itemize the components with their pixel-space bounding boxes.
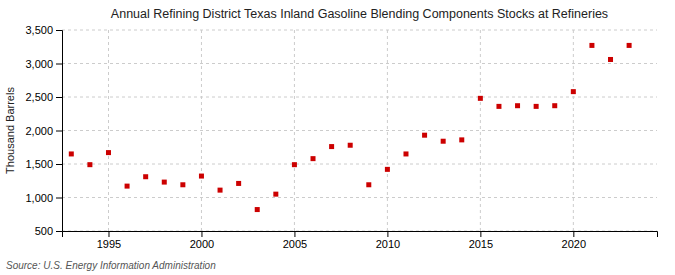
tick: 2020 — [562, 231, 586, 250]
grid-line-x — [294, 30, 295, 231]
grid-line-y — [62, 164, 657, 165]
axis-line — [56, 31, 63, 232]
point — [403, 151, 408, 156]
tick: 2000 — [190, 231, 214, 250]
axis-line — [63, 232, 658, 238]
point — [552, 103, 557, 108]
point — [106, 150, 111, 155]
point — [329, 144, 334, 149]
tick: 3,000 — [25, 58, 62, 70]
points — [69, 43, 632, 212]
y-axis: 500 1,000 1,500 2,000 2,500 3,000 3,500 — [25, 24, 62, 237]
point — [459, 137, 464, 142]
grid-line-x — [480, 30, 481, 231]
tick: 2015 — [469, 231, 493, 250]
title: Annual Refining District Texas Inland Ga… — [111, 7, 608, 21]
tick-label: 1,500 — [25, 158, 53, 170]
tick-mark — [56, 164, 62, 165]
tick: 2005 — [283, 231, 307, 250]
tick-mark — [294, 231, 295, 237]
point — [608, 57, 613, 62]
grid-line-y — [62, 63, 657, 64]
tick-label: 2,000 — [25, 125, 53, 137]
tick-label: 1995 — [97, 238, 121, 250]
point — [366, 182, 371, 187]
tick-mark — [56, 64, 62, 65]
point — [571, 89, 576, 94]
tick-label: 2000 — [190, 238, 214, 250]
tick-mark — [56, 198, 62, 199]
grid-line-y — [62, 97, 657, 98]
point — [385, 167, 390, 172]
tick-mark — [387, 231, 388, 237]
tick-mark — [56, 30, 62, 31]
point — [162, 180, 167, 185]
point — [422, 133, 427, 138]
tick-label: 500 — [35, 225, 53, 237]
point — [125, 184, 130, 189]
point — [143, 174, 148, 179]
tick: 2010 — [376, 231, 400, 250]
point — [69, 151, 74, 156]
point — [478, 96, 483, 101]
point — [273, 192, 278, 197]
grid-line-y — [62, 30, 657, 31]
tick-label: 2010 — [376, 238, 400, 250]
x-axis: 1995 2000 2005 2010 2015 2020 — [63, 231, 658, 250]
annotation: Source: U.S. Energy Information Administ… — [6, 260, 216, 271]
tick-label: 1,000 — [25, 192, 53, 204]
tick-label: 3,500 — [25, 24, 53, 36]
tick-label: 2015 — [469, 238, 493, 250]
tick-mark — [201, 231, 202, 237]
point — [236, 181, 241, 186]
point — [627, 43, 632, 48]
point — [87, 162, 92, 167]
tick: 2,500 — [25, 91, 62, 103]
grid-line-y — [62, 197, 657, 198]
point — [589, 43, 594, 48]
tick-label: 3,000 — [25, 58, 53, 70]
tick: 1,500 — [25, 158, 62, 170]
point — [311, 156, 316, 161]
point — [199, 174, 204, 179]
tick-mark — [573, 231, 574, 237]
point — [292, 162, 297, 167]
plot-area: 1995 2000 2005 2010 2015 2020 500 1,000 1,500 2,0… — [25, 24, 657, 250]
tick-label: 2020 — [562, 238, 586, 250]
point — [441, 139, 446, 144]
y-axis-title: Thousand Barrels — [4, 87, 16, 174]
tick: 1,000 — [25, 192, 62, 204]
tick: 3,500 — [25, 24, 62, 36]
grid — [62, 30, 657, 231]
tick-mark — [56, 231, 62, 232]
grid-line-x — [108, 30, 109, 231]
point — [348, 143, 353, 148]
tick: 500 — [35, 225, 62, 237]
tick-mark — [56, 131, 62, 132]
tick-mark — [480, 231, 481, 237]
tick-mark — [56, 97, 62, 98]
point — [255, 207, 260, 212]
tick: 1995 — [97, 231, 121, 250]
point — [180, 182, 185, 187]
grid-line-y — [62, 130, 657, 131]
point — [515, 103, 520, 108]
point — [218, 188, 223, 193]
tick: 2,000 — [25, 125, 62, 137]
tick-mark — [108, 231, 109, 237]
tick-label: 2005 — [283, 238, 307, 250]
point — [534, 104, 539, 109]
point — [496, 104, 501, 109]
chart: 1995 2000 2005 2010 2015 2020 500 1,000 1,500 2,0… — [0, 0, 675, 275]
tick-label: 2,500 — [25, 91, 53, 103]
